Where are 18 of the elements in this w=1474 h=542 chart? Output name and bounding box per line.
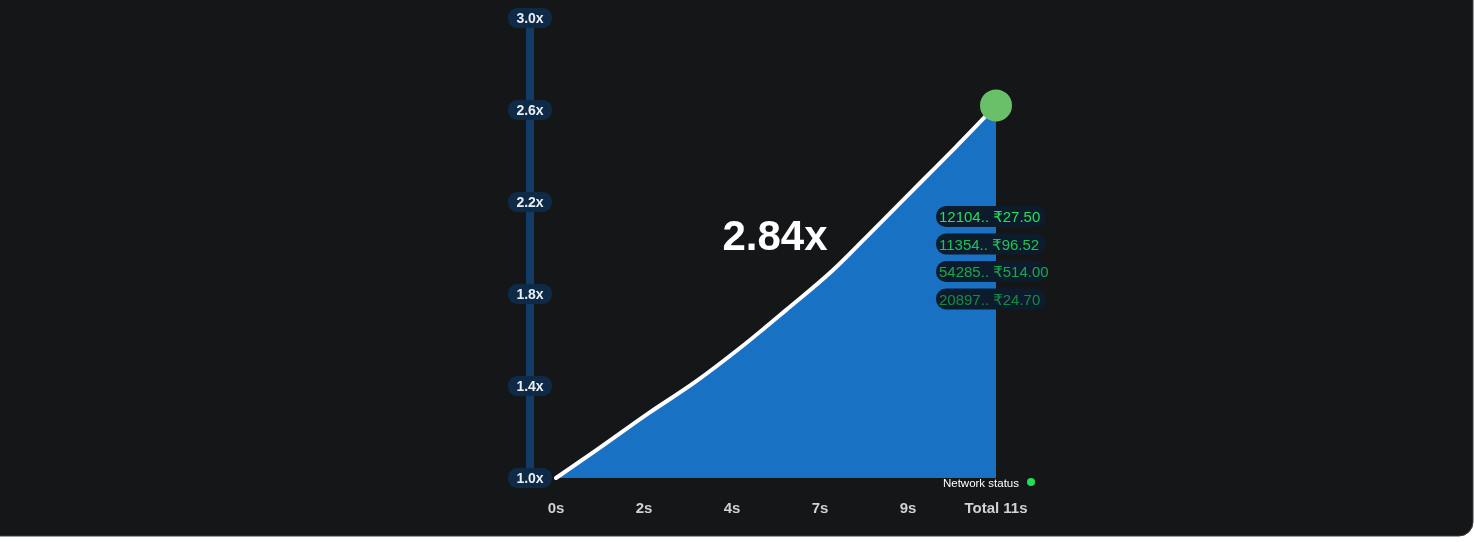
y-tick-label: 1.4x bbox=[516, 378, 544, 394]
x-tick-label: 4s bbox=[723, 499, 741, 516]
y-tick-label: 1.0x bbox=[516, 470, 544, 486]
annotation: Network status bbox=[942, 477, 1020, 489]
y-tick-label: 3.0x bbox=[516, 10, 544, 26]
x-tick-label: 9s bbox=[899, 499, 917, 516]
annotation: 54285.. ₹514.00 bbox=[939, 263, 1049, 280]
x-tick-label: 7s bbox=[811, 499, 829, 516]
y-tick-label: 2.2x bbox=[516, 194, 544, 210]
annotation: 12104.. ₹27.50 bbox=[939, 208, 1041, 225]
annotation: 11354.. ₹96.52 bbox=[939, 235, 1040, 253]
annotation: 2.84x bbox=[722, 212, 829, 259]
x-tick-label: 2s bbox=[635, 499, 653, 516]
y-tick-label: 2.6x bbox=[516, 102, 544, 118]
annotation: 20897.. ₹24.70 bbox=[939, 290, 1041, 308]
x-tick-label: Total 11s bbox=[964, 499, 1028, 516]
x-tick-label: 0s bbox=[547, 499, 565, 516]
y-tick-label: 1.8x bbox=[516, 286, 544, 302]
